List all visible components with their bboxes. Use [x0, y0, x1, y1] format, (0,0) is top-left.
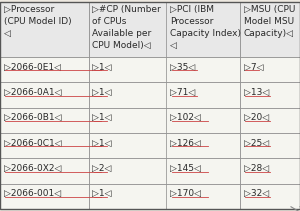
Text: ▷#CP (Number
of CPUs
Available per
CPU Model)◁: ▷#CP (Number of CPUs Available per CPU M…	[92, 5, 161, 50]
Text: ▷170◁: ▷170◁	[170, 189, 201, 198]
Text: ▷2066-0X2◁: ▷2066-0X2◁	[4, 164, 61, 173]
Text: ▷2◁: ▷2◁	[92, 164, 112, 173]
Text: ▷145◁: ▷145◁	[170, 164, 201, 173]
Bar	[167, 133, 240, 158]
Text: ▷1◁: ▷1◁	[92, 62, 112, 72]
Bar	[240, 133, 300, 158]
Text: ▷2066-0A1◁: ▷2066-0A1◁	[4, 88, 61, 97]
Bar	[0, 108, 88, 133]
Bar	[0, 184, 88, 209]
Bar	[0, 2, 88, 57]
Bar	[167, 2, 240, 57]
Bar	[88, 184, 166, 209]
Text: ▷1◁: ▷1◁	[92, 189, 112, 198]
Bar	[88, 82, 166, 108]
Text: ▷1◁: ▷1◁	[92, 138, 112, 147]
Text: ▷71◁: ▷71◁	[170, 88, 195, 97]
Text: ▷Processor
(CPU Model ID)
◁: ▷Processor (CPU Model ID) ◁	[4, 5, 71, 38]
Text: ▷1◁: ▷1◁	[92, 88, 112, 97]
Text: ▷7◁: ▷7◁	[244, 62, 263, 72]
Bar	[167, 158, 240, 184]
Bar	[88, 57, 166, 82]
Text: ▷2066-001◁: ▷2066-001◁	[4, 189, 61, 198]
Bar	[88, 2, 166, 57]
Bar	[0, 133, 88, 158]
Bar	[240, 184, 300, 209]
Bar	[0, 82, 88, 108]
Bar	[167, 57, 240, 82]
Text: ▷1◁: ▷1◁	[92, 113, 112, 122]
Text: ▷2066-0E1◁: ▷2066-0E1◁	[4, 62, 61, 72]
Text: ▷28◁: ▷28◁	[244, 164, 269, 173]
Bar	[88, 108, 166, 133]
Bar	[0, 158, 88, 184]
Bar	[88, 133, 166, 158]
Text: ▷13◁: ▷13◁	[244, 88, 269, 97]
Bar	[240, 2, 300, 57]
Text: ▷2066-0B1◁: ▷2066-0B1◁	[4, 113, 61, 122]
Bar	[167, 82, 240, 108]
Bar	[167, 184, 240, 209]
Bar	[240, 158, 300, 184]
Bar	[167, 108, 240, 133]
Text: ▷25◁: ▷25◁	[244, 138, 269, 147]
Bar	[240, 57, 300, 82]
Text: ▷MSU (CPU
Model MSU
Capacity)◁: ▷MSU (CPU Model MSU Capacity)◁	[244, 5, 295, 38]
Bar	[240, 82, 300, 108]
Bar	[240, 108, 300, 133]
Text: ▷126◁: ▷126◁	[170, 138, 201, 147]
Text: ▷20◁: ▷20◁	[244, 113, 269, 122]
Text: ▷102◁: ▷102◁	[170, 113, 201, 122]
Text: ▷PCI (IBM
Processor
Capacity Index)
◁: ▷PCI (IBM Processor Capacity Index) ◁	[170, 5, 241, 50]
Text: ▷35◁: ▷35◁	[170, 62, 195, 72]
Text: ▷2066-0C1◁: ▷2066-0C1◁	[4, 138, 61, 147]
Text: ▷32◁: ▷32◁	[244, 189, 269, 198]
Bar	[88, 158, 166, 184]
Bar	[0, 57, 88, 82]
